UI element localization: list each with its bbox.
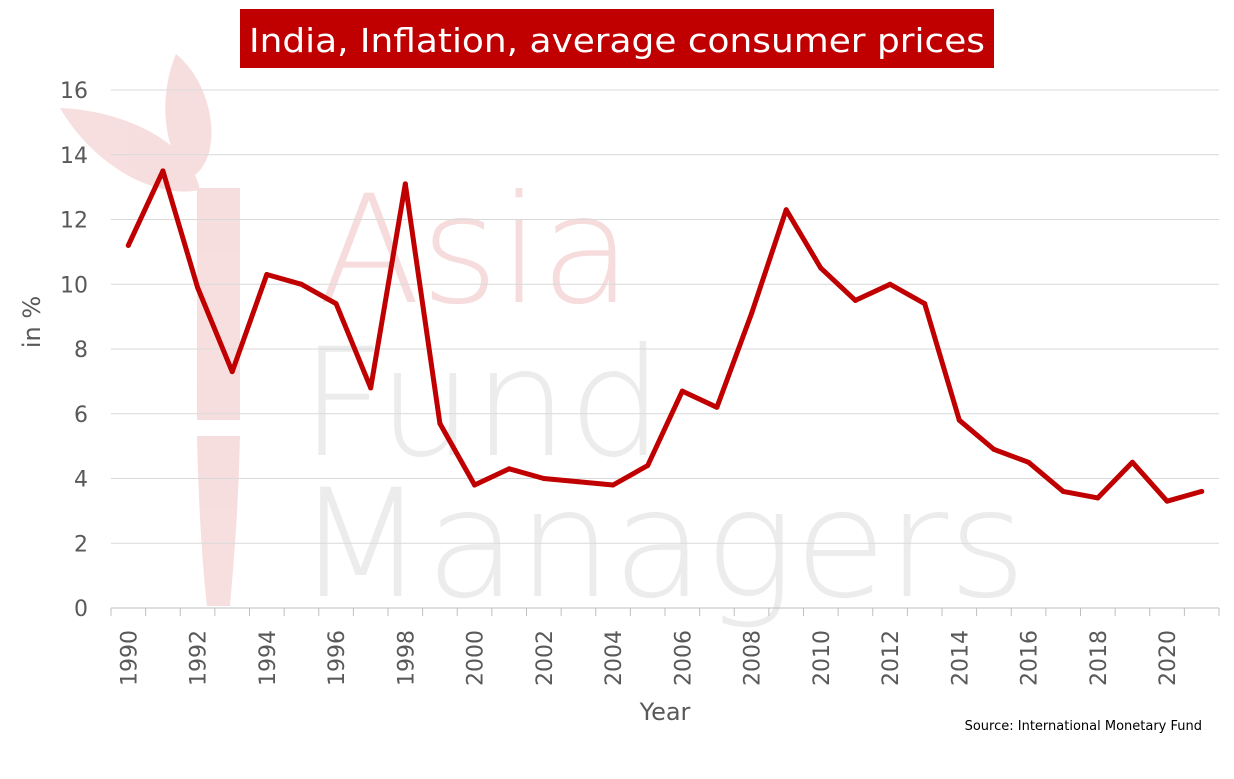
data-point — [437, 420, 443, 426]
x-tick-label: 2016 — [1018, 630, 1043, 686]
x-tick-label: 2000 — [464, 630, 489, 686]
data-point — [506, 466, 512, 472]
y-tick-label: 14 — [60, 144, 88, 169]
y-tick-label: 0 — [74, 597, 88, 622]
source-note: Source: International Monetary Fund — [965, 719, 1202, 734]
watermark-line-fund: Fund — [300, 317, 663, 491]
y-tick-label: 2 — [74, 532, 88, 557]
data-point — [679, 388, 685, 394]
x-tick-label: 2004 — [602, 630, 627, 686]
series-line-inflation — [125, 168, 1205, 504]
data-point — [610, 482, 616, 488]
data-point — [229, 369, 235, 375]
data-point — [368, 385, 374, 391]
data-point — [783, 207, 789, 213]
data-point — [1164, 498, 1170, 504]
watermark-line-managers: Managers — [296, 458, 1026, 632]
y-axis-title: in % — [18, 296, 46, 348]
x-tick-label: 2008 — [741, 630, 766, 686]
data-point — [818, 265, 824, 271]
watermark-leaf-right — [165, 54, 212, 178]
series-group — [125, 168, 1205, 504]
data-point — [1095, 495, 1101, 501]
data-point — [1129, 459, 1135, 465]
watermark-line-asia: Asia — [318, 164, 632, 338]
data-point — [645, 463, 651, 469]
gridlines — [111, 89, 1219, 544]
data-point — [749, 310, 755, 316]
data-point — [1060, 488, 1066, 494]
x-tick-label: 2002 — [533, 630, 558, 686]
x-axis-ticks: 1990 1992 1994 1996 1998 2000 2002 2004 2006 2008… — [117, 630, 1181, 686]
x-tick-label: 2018 — [1087, 630, 1112, 686]
data-point — [160, 168, 166, 174]
x-axis — [110, 607, 1220, 616]
data-point — [125, 242, 131, 248]
y-tick-label: 4 — [74, 468, 88, 493]
title-background — [240, 9, 994, 68]
x-tick-label: 1994 — [256, 630, 281, 686]
data-point — [195, 284, 201, 290]
x-tick-label: 1990 — [117, 630, 142, 686]
data-point — [1199, 488, 1205, 494]
data-point — [852, 297, 858, 303]
title-text: India, Inflation, average consumer price… — [249, 21, 985, 60]
data-point — [956, 417, 962, 423]
y-tick-label: 10 — [60, 273, 88, 298]
data-point — [472, 482, 478, 488]
data-point — [922, 301, 928, 307]
watermark-text: Asia Fund Managers — [296, 164, 1026, 632]
x-tick-label: 1996 — [325, 630, 350, 686]
chart-title: India, Inflation, average consumer price… — [240, 9, 994, 68]
data-point — [575, 479, 581, 485]
data-point — [714, 404, 720, 410]
data-point — [402, 181, 408, 187]
y-tick-label: 12 — [60, 209, 88, 234]
data-point — [887, 281, 893, 287]
data-point — [1026, 459, 1032, 465]
y-tick-label: 6 — [74, 403, 88, 428]
y-axis-ticks: 0 2 4 6 8 10 12 14 16 — [60, 79, 88, 622]
x-tick-label: 2014 — [948, 630, 973, 686]
x-tick-label: 2020 — [1156, 630, 1181, 686]
watermark-stem-lower — [197, 436, 240, 606]
y-tick-label: 16 — [60, 79, 88, 104]
data-point — [298, 281, 304, 287]
x-tick-label: 2012 — [879, 630, 904, 686]
x-tick-label: 2006 — [671, 630, 696, 686]
y-tick-label: 8 — [74, 338, 88, 363]
data-point — [264, 272, 270, 278]
data-point — [333, 301, 339, 307]
data-point — [541, 476, 547, 481]
x-tick-label: 2010 — [810, 630, 835, 686]
data-point — [991, 446, 997, 452]
x-axis-title: Year — [639, 698, 691, 726]
x-tick-label: 1992 — [187, 630, 212, 686]
x-tick-label: 1998 — [394, 630, 419, 686]
